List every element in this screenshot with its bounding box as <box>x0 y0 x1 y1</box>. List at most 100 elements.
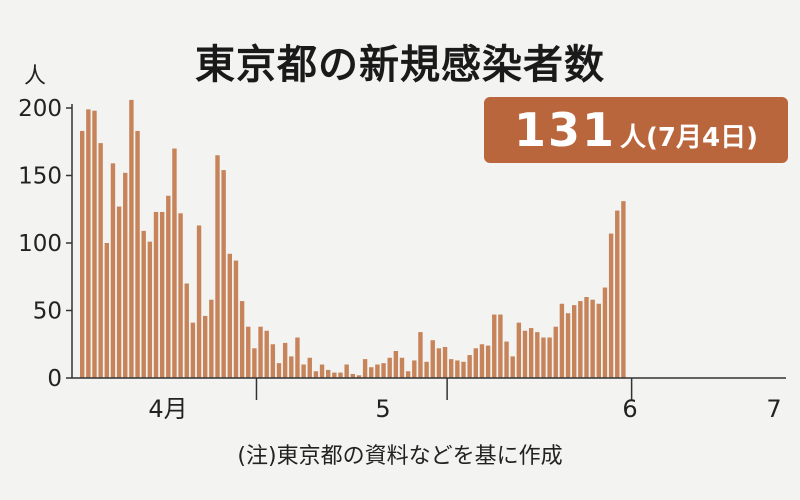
bar <box>172 148 177 378</box>
bar <box>535 332 540 378</box>
latest-value-date: 人(7月4日) <box>620 123 758 153</box>
y-tick-label: 200 <box>18 96 62 122</box>
source-note: (注)東京都の資料などを基に作成 <box>237 444 563 469</box>
y-tick-label: 0 <box>47 366 62 392</box>
bar <box>326 369 331 378</box>
y-tick-label: 100 <box>18 231 62 257</box>
bar <box>295 337 300 378</box>
bar <box>313 371 319 378</box>
bar <box>86 109 91 378</box>
bar <box>442 346 448 378</box>
y-tick-label: 150 <box>18 164 62 190</box>
bar <box>516 322 522 378</box>
bar <box>553 326 558 378</box>
bar <box>565 313 571 378</box>
bar <box>110 163 116 378</box>
chart-title: 東京都の新規感染者数 <box>195 42 605 88</box>
bar <box>559 303 565 378</box>
bar <box>473 348 478 378</box>
bar <box>498 314 503 378</box>
bar <box>424 361 429 378</box>
bar <box>590 299 595 378</box>
y-axis-unit: 人 <box>24 64 47 89</box>
bar <box>584 297 589 378</box>
bar <box>190 322 196 378</box>
bar <box>393 351 399 378</box>
bar <box>399 357 405 378</box>
bar <box>479 344 485 378</box>
bar <box>449 359 454 378</box>
bar <box>289 356 294 378</box>
bar <box>123 172 128 378</box>
bar <box>98 143 103 378</box>
bar <box>608 233 614 378</box>
bar <box>135 130 140 378</box>
bar <box>159 211 165 378</box>
bar <box>412 360 417 378</box>
bar <box>233 260 239 378</box>
bar <box>147 241 153 378</box>
bar <box>166 195 171 378</box>
bar <box>258 326 263 378</box>
bar <box>461 361 466 378</box>
bar <box>332 372 337 378</box>
bar <box>430 340 435 378</box>
bar <box>615 210 620 378</box>
bar <box>252 348 257 378</box>
bar <box>405 371 411 378</box>
bar <box>221 170 226 378</box>
bar <box>541 337 546 378</box>
bar <box>418 332 423 378</box>
bar <box>276 363 282 378</box>
bar <box>362 359 368 378</box>
bar <box>184 283 189 378</box>
bar <box>270 344 276 378</box>
bar <box>522 330 528 378</box>
bar <box>578 301 583 378</box>
bar <box>621 201 626 378</box>
bar <box>196 225 202 378</box>
x-tick-label: 4月 <box>148 395 187 423</box>
bar <box>369 367 374 378</box>
bar <box>104 243 109 378</box>
x-tick-label: 5 <box>375 395 390 423</box>
bar <box>350 373 355 378</box>
bar <box>485 345 491 378</box>
bar <box>504 341 509 378</box>
bar <box>436 348 442 378</box>
bar <box>596 303 601 378</box>
latest-value: 131 <box>514 103 617 157</box>
bar <box>129 99 134 379</box>
bar <box>141 230 146 378</box>
bar <box>338 372 343 378</box>
bar <box>319 364 325 378</box>
x-tick-label: 6 <box>622 395 637 423</box>
bar <box>467 355 472 378</box>
bar <box>356 375 362 378</box>
bar <box>215 155 220 378</box>
bar <box>80 130 85 378</box>
bar <box>239 301 245 378</box>
bar <box>246 326 251 378</box>
bar <box>264 330 269 378</box>
bar <box>116 206 122 378</box>
bar <box>92 110 97 378</box>
bar <box>492 314 497 378</box>
bar <box>301 364 306 378</box>
bar <box>602 287 608 378</box>
bar <box>153 211 159 378</box>
latest-value-callout: 131 人(7月4日) <box>484 97 788 163</box>
x-tick-label: 7 <box>766 395 781 423</box>
bar <box>381 363 386 378</box>
bar <box>510 356 515 378</box>
bar <box>344 364 349 378</box>
bar <box>455 360 460 378</box>
bar <box>547 337 552 378</box>
bar <box>203 315 208 378</box>
bar <box>307 357 312 378</box>
bar <box>178 213 183 378</box>
bar <box>528 328 534 378</box>
bar <box>387 357 392 378</box>
